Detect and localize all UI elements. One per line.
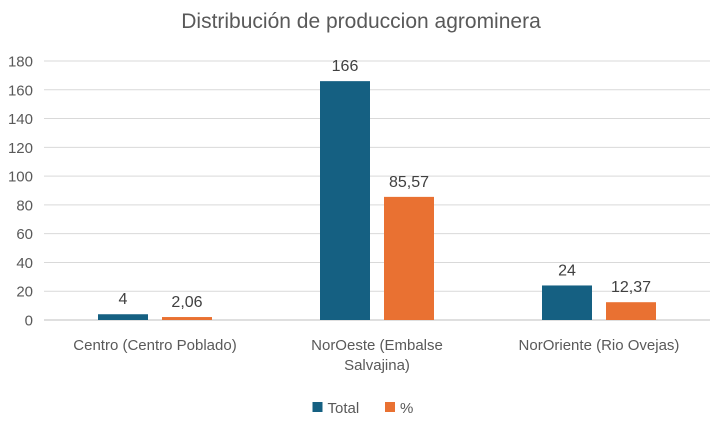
y-tick-label: 140 (8, 111, 33, 128)
y-tick-label: 120 (8, 140, 33, 157)
bar-percent-0 (162, 317, 212, 320)
data-label: 85,57 (389, 174, 429, 191)
y-tick-label: 40 (16, 255, 33, 272)
y-tick-label: 0 (25, 313, 33, 330)
x-category-label: Centro (Centro Poblado) (73, 337, 236, 354)
x-axis-category-labels: Centro (Centro Poblado) NorOeste (Embalse… (73, 337, 679, 374)
bar-percent-2 (606, 302, 656, 320)
data-label: 4 (119, 291, 128, 308)
x-category-label: NorOeste (Embalse (311, 337, 443, 354)
y-axis-tick-labels: 0 20 40 60 80 100 120 140 160 180 (8, 54, 33, 330)
legend-label: % (400, 400, 413, 417)
bar-total-1 (320, 81, 370, 321)
legend-swatch (385, 402, 395, 412)
y-tick-label: 20 (16, 284, 33, 301)
y-tick-label: 100 (8, 169, 33, 186)
bars (98, 81, 656, 321)
bar-total-0 (98, 314, 148, 320)
bar-total-2 (542, 285, 592, 320)
data-label: 24 (558, 262, 576, 279)
y-tick-label: 160 (8, 82, 33, 99)
gridlines (44, 60, 710, 321)
data-label: 166 (332, 58, 359, 75)
x-category-label: Salvajina) (344, 357, 410, 374)
legend-swatch (312, 402, 323, 412)
data-label: 2,06 (171, 294, 202, 311)
x-category-label: NorOriente (Rio Ovejas) (519, 337, 680, 354)
legend: Total% (312, 400, 413, 417)
bar-percent-1 (384, 196, 434, 320)
chart-title: Distribución de produccion agrominera (181, 10, 541, 33)
y-tick-label: 180 (8, 54, 33, 71)
y-tick-label: 80 (16, 197, 33, 214)
y-tick-label: 60 (16, 226, 33, 243)
legend-label: Total (328, 400, 360, 417)
data-labels: 4 2,06 166 85,57 24 12,37 (119, 58, 652, 311)
data-label: 12,37 (611, 279, 651, 296)
